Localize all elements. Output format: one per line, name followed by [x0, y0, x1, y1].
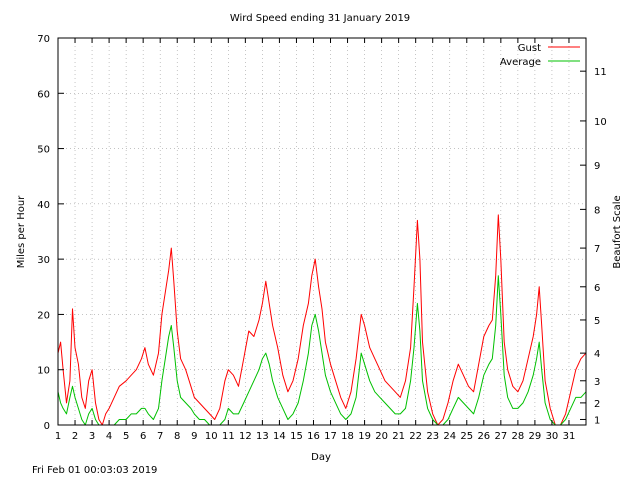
x-tick-label: 24 — [443, 431, 456, 442]
y2-tick-label: 11 — [594, 67, 607, 78]
y2-axis-label: Beaufort Scale — [612, 195, 623, 268]
y2-tick-label: 7 — [594, 244, 600, 255]
x-tick-label: 28 — [512, 431, 525, 442]
tick-layer: 1 2 3 4 5 6 7 8 9 10 11 12 13 14 15 16 17 18 19 20 21 22 23 24 2… — [37, 34, 606, 442]
x-tick-label: 30 — [546, 431, 559, 442]
y-tick-label: 40 — [37, 200, 50, 211]
x-tick-label: 7 — [157, 431, 163, 442]
plot-frame — [57, 37, 587, 426]
x-tick-label: 9 — [191, 431, 197, 442]
y2-tick-label: 10 — [594, 117, 607, 128]
y2-tick-label: 4 — [594, 349, 600, 360]
x-tick-label: 2 — [72, 431, 78, 442]
x-tick-label: 31 — [563, 431, 576, 442]
y-tick-label: 0 — [44, 421, 50, 432]
grid-layer — [58, 38, 586, 425]
x-tick-label: 18 — [341, 431, 354, 442]
x-tick-label: 13 — [256, 431, 269, 442]
y2-tick-label: 9 — [594, 161, 600, 172]
x-tick-label: 3 — [89, 431, 95, 442]
x-axis-label: Day — [311, 452, 331, 463]
x-tick-label: 14 — [273, 431, 286, 442]
y2-tick-label: 1 — [594, 415, 600, 426]
x-tick-label: 16 — [307, 431, 320, 442]
x-tick-label: 6 — [140, 431, 146, 442]
y2-tick-label: 5 — [594, 316, 600, 327]
legend-average-label: Average — [500, 57, 541, 68]
x-tick-label: 4 — [106, 431, 112, 442]
x-tick-label: 12 — [239, 431, 252, 442]
y-tick-label: 60 — [37, 89, 50, 100]
y2-tick-label: 8 — [594, 205, 600, 216]
series-line-average — [57, 275, 587, 426]
legend: Gust Average — [500, 43, 580, 68]
x-tick-label: 5 — [123, 431, 129, 442]
y2-tick-label: 2 — [594, 399, 600, 410]
y2-tick-label: 3 — [594, 377, 600, 388]
x-tick-label: 17 — [324, 431, 337, 442]
legend-gust-label: Gust — [518, 43, 541, 54]
y-tick-label: 70 — [37, 34, 50, 45]
x-tick-label: 15 — [290, 431, 303, 442]
series-line-gust — [57, 214, 587, 426]
y-tick-label: 50 — [37, 145, 50, 156]
x-tick-label: 22 — [409, 431, 422, 442]
y-tick-label: 10 — [37, 366, 50, 377]
x-tick-label: 20 — [375, 431, 388, 442]
y-tick-label: 20 — [37, 310, 50, 321]
y2-tick-label: 6 — [594, 283, 600, 294]
chart-title: Wird Speed ending 31 January 2019 — [230, 13, 410, 24]
y-tick-label: 30 — [37, 255, 50, 266]
x-tick-label: 26 — [477, 431, 490, 442]
x-tick-label: 11 — [222, 431, 235, 442]
x-tick-label: 19 — [358, 431, 371, 442]
x-tick-label: 10 — [205, 431, 218, 442]
x-tick-label: 1 — [55, 431, 61, 442]
x-tick-label: 23 — [426, 431, 439, 442]
x-tick-label: 29 — [529, 431, 542, 442]
x-tick-label: 27 — [494, 431, 507, 442]
series-layer — [57, 214, 587, 426]
x-tick-label: 25 — [460, 431, 473, 442]
x-tick-label: 8 — [174, 431, 180, 442]
x-tick-label: 21 — [392, 431, 405, 442]
generated-timestamp: Fri Feb 01 00:03:03 2019 — [32, 465, 158, 476]
y-axis-label: Miles per Hour — [16, 195, 27, 268]
